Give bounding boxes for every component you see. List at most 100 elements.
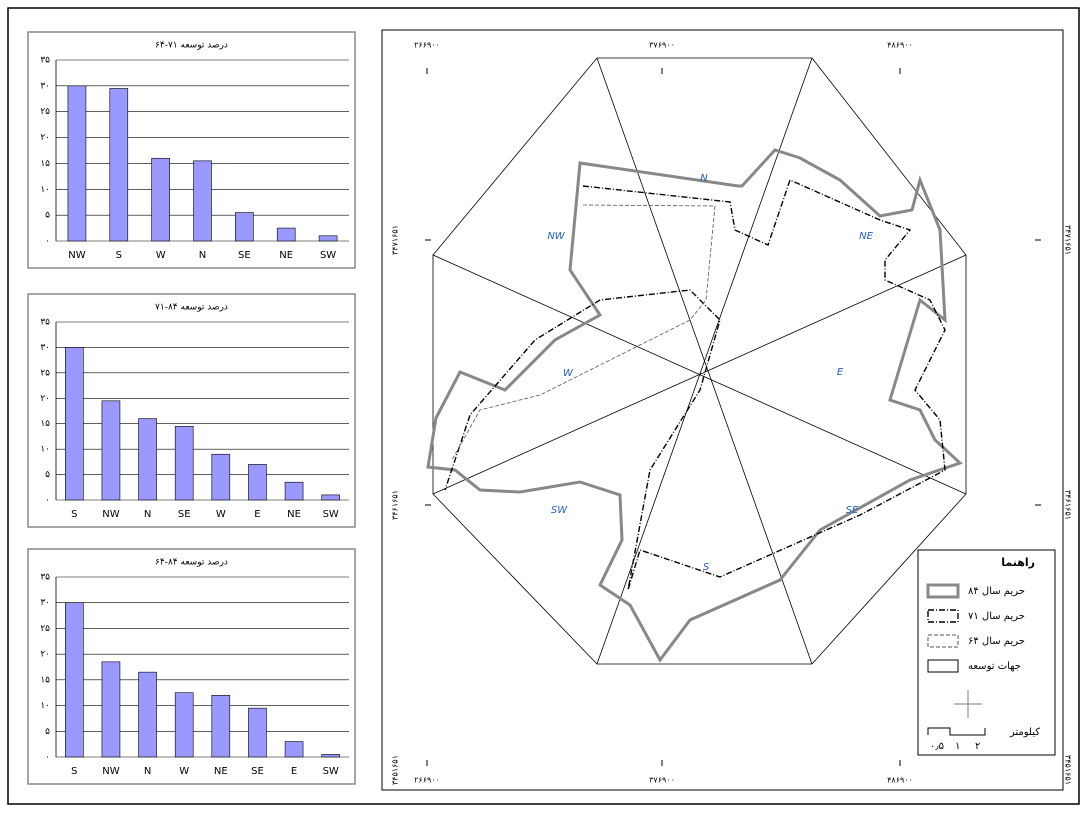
scale-bar [927, 727, 986, 736]
x-tick-label: N [144, 509, 151, 520]
x-coord-label: ۴۸۶۹۰۰ [887, 776, 913, 785]
direction-label: NE [859, 231, 873, 242]
y-tick-label: ۳۰ [40, 343, 50, 353]
y-tick-label: ۱۰ [40, 185, 50, 195]
x-tick-label: W [156, 250, 166, 261]
y-tick-label: ۳۵ [40, 318, 50, 328]
map-tick-marks [425, 68, 1041, 766]
bar [211, 694, 231, 758]
bar [321, 754, 340, 758]
x-tick-label: SE [251, 766, 264, 777]
y-tick-label: ۵ [45, 211, 50, 221]
x-tick-label: N [199, 250, 206, 261]
bar [321, 494, 340, 501]
x-tick-label: S [71, 766, 77, 777]
y-tick-label: ۲۰ [40, 394, 50, 404]
boundary-71 [444, 179, 946, 591]
y-tick-label: ۲۵ [40, 368, 50, 378]
direction-octagon [432, 57, 967, 665]
legend-label: جهات توسعه [968, 661, 1021, 672]
scale-tick: ۲ [975, 741, 980, 752]
x-coord-label: ۳۷۶۹۰۰ [649, 41, 675, 50]
bar [284, 481, 304, 501]
legend-label: حریم سال ۸۴ [968, 586, 1025, 597]
bar [174, 425, 194, 501]
x-tick-label: NE [214, 766, 228, 777]
map-frame [381, 29, 1064, 791]
x-coord-label: ۴۸۶۹۰۰ [887, 41, 913, 50]
y-coord-label: ۳۴۷۱۶۵۱ [1064, 225, 1073, 255]
y-coord-label: ۳۴۷۱۶۵۱ [391, 225, 400, 255]
direction-label: NW [547, 231, 565, 242]
x-tick-label: NW [102, 766, 119, 777]
legend-label: حریم سال ۷۱ [968, 611, 1025, 622]
chart-title: درصد توسعه ۸۴-۷۱ [155, 303, 228, 313]
y-tick-label: ۳۵ [40, 573, 50, 583]
y-tick-label: ۱۵ [40, 159, 50, 169]
x-tick-label: SW [323, 509, 339, 520]
bar [211, 453, 231, 501]
scale-tick: ۱ [955, 741, 960, 752]
direction-label: W [563, 368, 574, 379]
x-coord-label: ۲۶۶۹۰۰ [414, 41, 440, 50]
x-tick-label: NW [68, 250, 85, 261]
y-coord-label: ۳۴۵۱۶۵۱ [1064, 755, 1073, 785]
x-tick-label: SW [320, 250, 336, 261]
legend-swatch [927, 659, 959, 673]
bar [138, 418, 157, 501]
bar [109, 88, 129, 242]
north-arrow [954, 690, 982, 718]
y-tick-label: ۱۵ [40, 675, 50, 685]
y-tick-label: ۱۰ [40, 701, 50, 711]
y-tick-label: ۳۰ [40, 598, 50, 608]
bar [174, 692, 194, 758]
bar [248, 707, 267, 758]
bar [65, 347, 84, 501]
map: راهنما حریم سال ۸۴ حریم سال ۷۱ حریم سال … [381, 29, 1073, 791]
x-tick-label: S [116, 250, 122, 261]
x-tick-label: NE [279, 250, 293, 261]
y-tick-label: ۳۰ [40, 81, 50, 91]
bar [101, 400, 121, 501]
x-tick-label: N [144, 766, 151, 777]
direction-label: N [700, 173, 708, 184]
bar [248, 464, 267, 501]
x-tick-label: W [179, 766, 189, 777]
bar [193, 160, 212, 242]
outer-frame [7, 7, 1080, 805]
legend-box [917, 549, 1056, 756]
bar [235, 212, 254, 242]
x-tick-label: NE [287, 509, 301, 520]
y-coord-label: ۳۴۵۱۶۵۱ [391, 755, 400, 785]
x-tick-label: E [254, 509, 260, 520]
x-tick-label: SW [323, 766, 339, 777]
direction-label: E [837, 367, 844, 378]
y-tick-label: ۵ [45, 470, 50, 480]
y-tick-label: ۰ [45, 753, 50, 763]
boundary-84 [426, 148, 963, 663]
direction-lines [432, 57, 967, 665]
x-coord-label: ۲۶۶۹۰۰ [414, 776, 440, 785]
legend-swatch [926, 583, 960, 599]
y-tick-label: ۵ [45, 727, 50, 737]
y-tick-label: ۲۵ [40, 107, 50, 117]
y-tick-label: ۲۰ [40, 650, 50, 660]
bar [151, 157, 170, 242]
bar [101, 661, 121, 758]
x-coord-label: ۳۷۶۹۰۰ [649, 776, 675, 785]
bar [276, 227, 296, 242]
y-coord-label: ۳۴۶۱۶۵۱ [1064, 490, 1073, 520]
boundary-64 [451, 204, 716, 461]
scale-tick: ۰٫۵ [930, 741, 944, 752]
direction-label: S [703, 562, 710, 573]
bar [284, 741, 304, 758]
x-tick-label: E [291, 766, 297, 777]
y-tick-label: ۲۰ [40, 133, 50, 143]
direction-label: SE [846, 505, 859, 516]
legend-title: راهنما [1001, 556, 1035, 569]
x-tick-label: S [71, 509, 77, 520]
legend-label: حریم سال ۶۴ [968, 636, 1025, 647]
legend-swatch [927, 634, 959, 648]
